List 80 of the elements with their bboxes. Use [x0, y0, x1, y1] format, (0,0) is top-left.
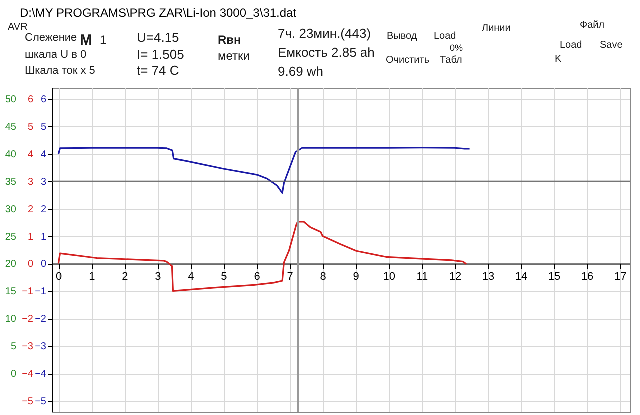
x-tick-label: 17 — [614, 271, 627, 284]
text: Вывод — [387, 31, 418, 42]
y2-tick-label: 0 — [40, 259, 47, 270]
x-tick-label: 1 — [89, 271, 96, 284]
y2-tick-label: 2 — [40, 204, 47, 216]
text: Load — [560, 40, 582, 51]
x-tick-label: 10 — [383, 271, 396, 284]
y-tick-label: 5 — [28, 122, 34, 133]
x-tick-label: 12 — [449, 271, 462, 284]
text: Линии — [482, 23, 511, 34]
y-tick-label: 4 — [28, 149, 34, 160]
x-tick-label: 9 — [353, 271, 360, 284]
y3-tick-label: 0 — [10, 369, 17, 380]
text: Load — [434, 31, 456, 42]
y-tick-label: −3 — [22, 342, 34, 353]
text: Save — [600, 40, 624, 51]
text: t= 74 C — [137, 63, 180, 78]
text: 1 — [100, 33, 107, 47]
x-tick-label: 5 — [221, 271, 228, 284]
y3-tick-label: 35 — [5, 176, 17, 188]
x-tick-label: 13 — [482, 271, 495, 284]
x-tick-label: 2 — [122, 271, 128, 284]
text: Шкала ток x 5 — [25, 65, 96, 77]
x-tick-label: 4 — [188, 271, 194, 284]
text: 7ч. 23мин.(443) — [278, 26, 372, 41]
y2-tick-label: 6 — [40, 94, 47, 106]
y2-tick-label: −3 — [35, 342, 47, 353]
y3-tick-label: 45 — [5, 122, 17, 133]
y-tick-label: −2 — [22, 314, 34, 326]
text: Очистить — [386, 55, 430, 66]
y2-tick-label: 4 — [40, 149, 47, 160]
x-tick-label: 0 — [56, 271, 62, 284]
y2-tick-label: 1 — [40, 232, 47, 243]
y-tick-label: 0 — [28, 259, 34, 270]
y-tick-label: 1 — [28, 232, 34, 243]
y-tick-label: 3 — [28, 176, 34, 188]
y-tick-label: 2 — [28, 204, 34, 216]
x-tick-label: 8 — [320, 271, 326, 284]
y3-tick-label: 25 — [5, 232, 17, 243]
text: Файл — [580, 20, 605, 31]
y2-tick-label: −1 — [35, 286, 47, 298]
y3-tick-label: 50 — [5, 94, 17, 106]
text: Rвн — [218, 33, 242, 47]
x-tick-label: 11 — [416, 271, 428, 284]
text: шкала U в 0 — [25, 49, 87, 61]
line-series — [58, 221, 468, 292]
y3-tick-label: 15 — [5, 286, 17, 298]
y2-tick-label: 3 — [40, 176, 47, 188]
x-tick-label: 6 — [254, 271, 260, 284]
y2-tick-label: −2 — [35, 314, 47, 326]
text: Слежение — [25, 32, 78, 44]
y3-tick-label: 10 — [5, 314, 17, 326]
y3-tick-label: 30 — [5, 204, 17, 216]
chart-title: D:\MY PROGRAMS\PRG ZAR\Li-Ion 3000_3\31.dat — [20, 6, 298, 20]
text: Емкость 2.85 ah — [278, 45, 375, 60]
y-tick-label: −4 — [22, 369, 34, 380]
y-tick-label: −1 — [22, 286, 34, 298]
x-tick-label: 15 — [548, 271, 561, 284]
line-series — [58, 147, 471, 194]
text: 0% — [450, 43, 464, 53]
y2-tick-label: 5 — [40, 122, 47, 133]
y2-tick-label: −4 — [35, 369, 47, 380]
text: K — [555, 54, 562, 65]
x-tick-label: 3 — [155, 271, 162, 284]
text: I= 1.505 — [137, 47, 184, 62]
y3-tick-label: 20 — [5, 259, 17, 270]
text: Табл — [440, 55, 462, 66]
y2-tick-label: −5 — [35, 396, 47, 408]
x-tick-label: 14 — [515, 271, 528, 284]
text: U=4.15 — [137, 30, 180, 45]
y-tick-label: −5 — [22, 396, 34, 408]
x-tick-label: 7 — [287, 271, 294, 284]
y3-tick-label: 40 — [5, 149, 17, 160]
y3-tick-label: 5 — [10, 342, 17, 353]
x-tick-label: 16 — [581, 271, 594, 284]
text: метки — [218, 49, 250, 63]
text: AVR — [8, 22, 28, 33]
text: 9.69 wh — [278, 64, 324, 79]
text: M — [80, 32, 92, 49]
y-tick-label: 6 — [28, 94, 34, 106]
